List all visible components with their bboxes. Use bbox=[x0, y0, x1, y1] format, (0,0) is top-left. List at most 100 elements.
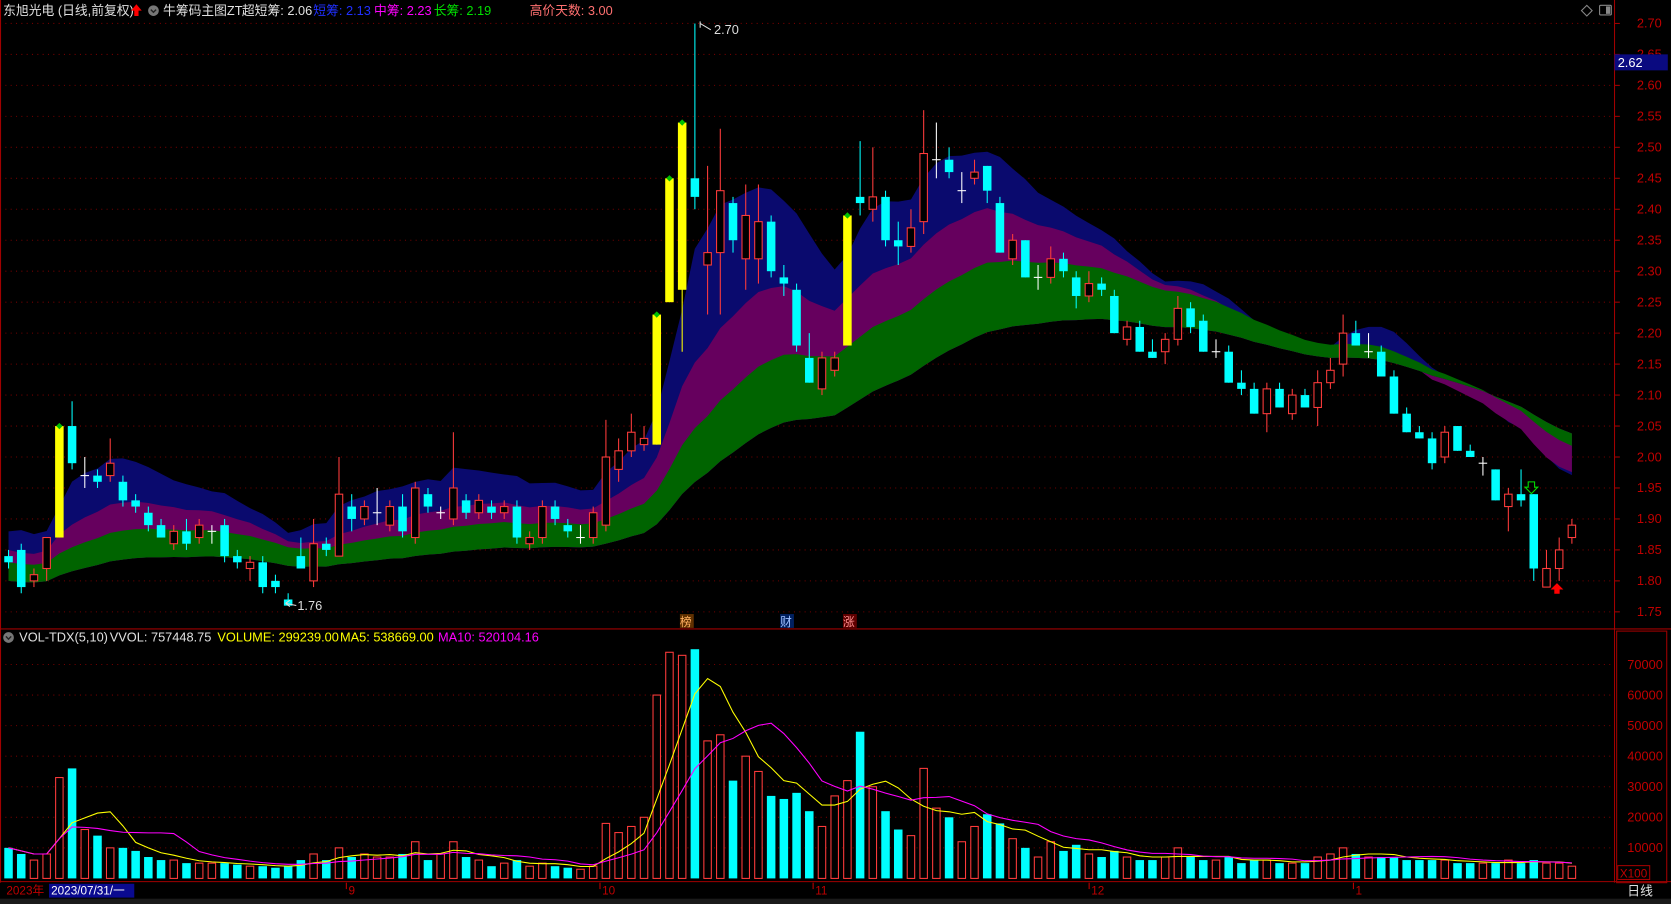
candle[interactable] bbox=[792, 283, 801, 352]
volume-bar[interactable] bbox=[423, 860, 433, 879]
candle[interactable] bbox=[1542, 549, 1551, 588]
candle[interactable] bbox=[1415, 426, 1424, 439]
volume-bar[interactable] bbox=[550, 866, 560, 879]
candle[interactable] bbox=[271, 574, 280, 594]
candle[interactable] bbox=[766, 215, 776, 278]
volume-bar[interactable] bbox=[347, 857, 356, 879]
volume-bars[interactable] bbox=[4, 649, 1577, 879]
candle[interactable] bbox=[1110, 289, 1119, 334]
volume-bar[interactable] bbox=[588, 865, 598, 879]
candle[interactable] bbox=[347, 494, 356, 532]
volume-bar[interactable] bbox=[932, 807, 941, 879]
volume-bar[interactable] bbox=[436, 853, 445, 879]
candle[interactable] bbox=[1046, 246, 1056, 284]
volume-bar[interactable] bbox=[207, 862, 217, 879]
volume-bar[interactable] bbox=[1135, 860, 1145, 879]
candle[interactable] bbox=[449, 432, 458, 526]
candle[interactable] bbox=[169, 525, 179, 550]
candle[interactable] bbox=[576, 525, 585, 544]
volume-bar[interactable] bbox=[512, 860, 522, 879]
volume-bar[interactable] bbox=[499, 862, 509, 879]
candle[interactable] bbox=[601, 419, 611, 532]
volume-bar[interactable] bbox=[1059, 850, 1068, 879]
volume-bar[interactable] bbox=[1160, 856, 1170, 879]
volume-bar[interactable] bbox=[677, 654, 687, 879]
volume-bar[interactable] bbox=[1224, 857, 1233, 879]
candle[interactable] bbox=[233, 549, 242, 569]
volume-bar[interactable] bbox=[271, 867, 280, 879]
volume-bar[interactable] bbox=[1313, 856, 1322, 879]
volume-bar[interactable] bbox=[1148, 860, 1157, 879]
candles[interactable] bbox=[4, 23, 1577, 606]
candle[interactable] bbox=[461, 494, 471, 519]
candle[interactable] bbox=[1160, 333, 1170, 365]
candle[interactable] bbox=[385, 500, 395, 532]
volume-bar[interactable] bbox=[741, 755, 750, 879]
volume-bar[interactable] bbox=[1554, 862, 1564, 879]
candle[interactable] bbox=[1262, 382, 1272, 433]
volume-bar[interactable] bbox=[1567, 865, 1577, 879]
candle[interactable] bbox=[67, 401, 77, 470]
candle[interactable] bbox=[1364, 333, 1373, 358]
candle[interactable] bbox=[970, 159, 979, 185]
candle[interactable] bbox=[156, 518, 166, 538]
candle[interactable] bbox=[1008, 234, 1017, 266]
volume-bar[interactable] bbox=[487, 866, 496, 879]
candle[interactable] bbox=[1554, 537, 1564, 581]
volume-bar[interactable] bbox=[855, 731, 865, 879]
volume-bar[interactable] bbox=[169, 859, 179, 879]
volume-bar[interactable] bbox=[1529, 860, 1539, 879]
candle[interactable] bbox=[1135, 320, 1145, 352]
volume-bar[interactable] bbox=[690, 649, 700, 879]
candle[interactable] bbox=[690, 23, 700, 210]
candle[interactable] bbox=[4, 549, 13, 569]
volume-bar[interactable] bbox=[1402, 860, 1411, 879]
volume-bar[interactable] bbox=[1046, 841, 1056, 879]
volume-bar[interactable] bbox=[754, 770, 763, 879]
volume-bar[interactable] bbox=[538, 862, 547, 879]
candle[interactable] bbox=[843, 212, 852, 346]
candle[interactable] bbox=[1427, 432, 1437, 470]
candle[interactable] bbox=[1313, 370, 1322, 427]
candle[interactable] bbox=[512, 500, 522, 544]
candle[interactable] bbox=[245, 556, 255, 581]
volume-menu-icon[interactable] bbox=[3, 632, 14, 643]
volume-bar[interactable] bbox=[105, 847, 115, 879]
volume-bar[interactable] bbox=[1084, 853, 1094, 879]
candle[interactable] bbox=[944, 147, 954, 179]
candle[interactable] bbox=[360, 500, 369, 526]
candle[interactable] bbox=[1211, 339, 1221, 358]
candle[interactable] bbox=[588, 506, 598, 544]
volume-bar[interactable] bbox=[42, 853, 51, 879]
stock-title[interactable]: 东旭光电 (日线,前复权) bbox=[3, 3, 134, 18]
candle[interactable] bbox=[258, 556, 267, 594]
candle[interactable] bbox=[1389, 370, 1399, 414]
volume-bar[interactable] bbox=[1033, 856, 1043, 879]
candle[interactable] bbox=[1148, 339, 1157, 358]
candle[interactable] bbox=[1237, 370, 1246, 396]
tag-rank[interactable]: 榜 bbox=[680, 615, 692, 629]
candle[interactable] bbox=[665, 175, 674, 303]
candle[interactable] bbox=[1199, 314, 1208, 352]
volume-bar[interactable] bbox=[474, 859, 484, 879]
candle[interactable] bbox=[499, 500, 509, 519]
volume-bar[interactable] bbox=[461, 857, 471, 879]
candle[interactable] bbox=[932, 122, 941, 179]
candle[interactable] bbox=[1529, 494, 1539, 581]
candle[interactable] bbox=[881, 190, 890, 247]
volume-bar[interactable] bbox=[144, 857, 153, 879]
volume-bar[interactable] bbox=[1376, 857, 1386, 879]
volume-bar[interactable] bbox=[334, 847, 344, 879]
candle[interactable] bbox=[525, 531, 534, 550]
candle[interactable] bbox=[1249, 382, 1259, 414]
candle[interactable] bbox=[1465, 444, 1475, 458]
volume-bar[interactable] bbox=[1453, 863, 1462, 879]
volume-bar[interactable] bbox=[919, 767, 928, 879]
volume-bar[interactable] bbox=[233, 864, 242, 879]
volume-bar[interactable] bbox=[1351, 853, 1361, 879]
candle[interactable] bbox=[982, 165, 992, 204]
volume-bar[interactable] bbox=[16, 853, 26, 879]
indicator-name[interactable]: 牛筹码主图ZT bbox=[163, 3, 243, 18]
candle[interactable] bbox=[716, 128, 725, 315]
